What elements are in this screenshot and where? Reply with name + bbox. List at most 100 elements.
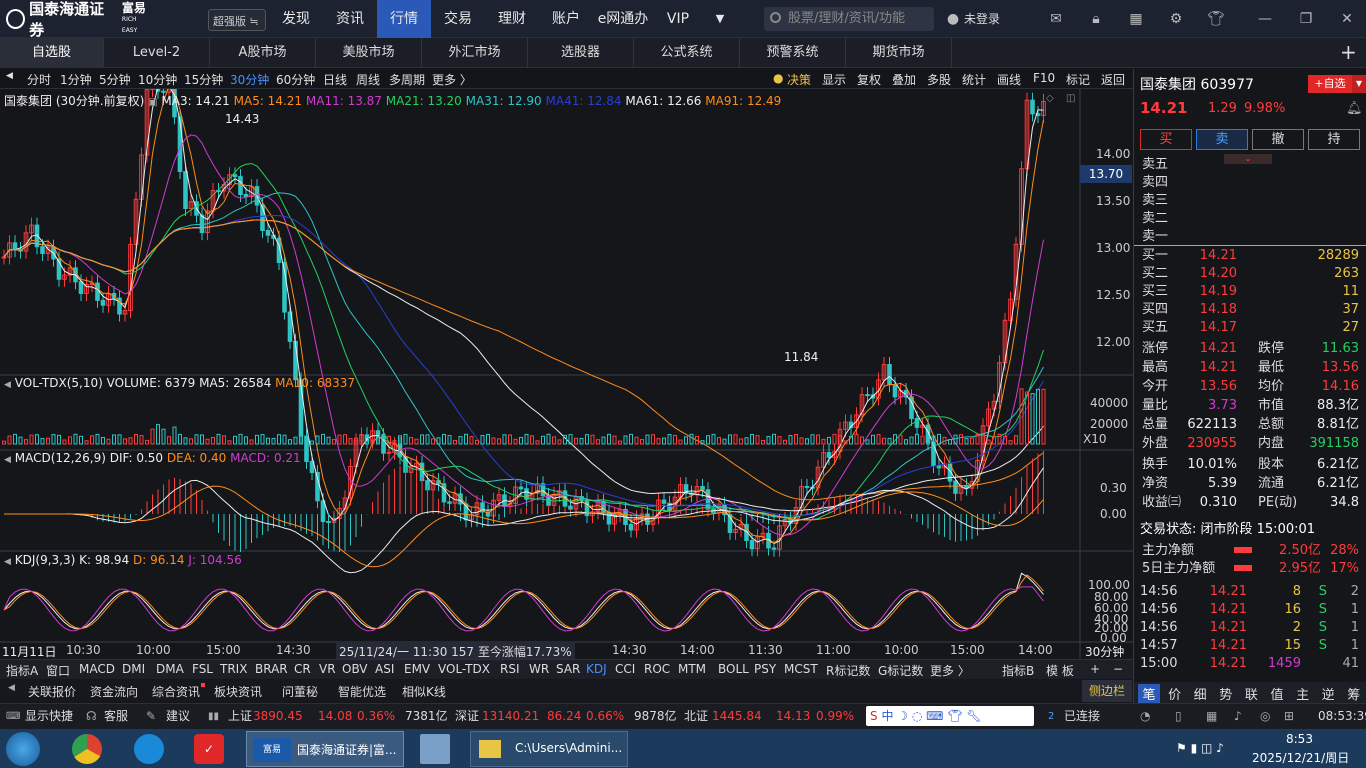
collapse-icon[interactable]: ◀ (6, 71, 13, 81)
indicator-13[interactable]: VOL-TDX (438, 662, 490, 676)
indicator-4[interactable]: DMA (156, 662, 184, 676)
collapse-icon[interactable]: ◀ (8, 683, 15, 693)
period-5m[interactable]: 5分钟 (99, 73, 131, 87)
period-week[interactable]: 周线 (356, 73, 381, 87)
indicator-6[interactable]: TRIX (220, 662, 248, 676)
indicator-15[interactable]: WR (529, 662, 550, 676)
indicator-8[interactable]: CR (294, 662, 311, 676)
keyboard-icon[interactable]: ⌨ (6, 711, 21, 722)
indicator-14[interactable]: RSI (500, 662, 520, 676)
collapse-icon[interactable]: ◀ (4, 557, 11, 567)
network-icon[interactable] (420, 734, 450, 764)
tool-multi-stock[interactable]: 多股 (927, 73, 952, 87)
indicator-25[interactable]: G标记数 (878, 664, 924, 678)
panel-ask-secretary[interactable]: 问董秘 (282, 685, 319, 699)
sz-index-name[interactable]: 深证 (455, 709, 480, 723)
panel-similar-kline[interactable]: 相似K线 (402, 685, 446, 699)
tab-forex[interactable]: 外汇市场 (422, 38, 528, 68)
indicator-1[interactable]: 窗口 (46, 664, 71, 678)
panel-news[interactable]: 综合资讯 (152, 685, 201, 699)
panel-sector-news[interactable]: 板块资讯 (214, 685, 263, 699)
kline-chart[interactable] (0, 89, 1133, 659)
nav-wealth[interactable]: 理财 (498, 11, 526, 27)
add-watchlist-button[interactable]: +自选 (1308, 75, 1352, 93)
tray-icons[interactable]: ⚑ ▮ ◫ ♪ (1176, 741, 1224, 755)
bell-icon[interactable]: 🔔︎ (1346, 101, 1363, 116)
nav-e-service[interactable]: e网通办 (597, 11, 649, 27)
nav-vip[interactable]: VIP (666, 11, 690, 27)
diamond-icon[interactable]: ◇ (1046, 93, 1054, 104)
tab-level2[interactable]: Level-2 (104, 38, 210, 68)
indicator-28[interactable]: 模 板 (1046, 664, 1074, 678)
nav-account[interactable]: 账户 (552, 11, 580, 27)
search-input[interactable]: 股票/理财/资讯/功能 (764, 7, 934, 31)
period-1m[interactable]: 1分钟 (60, 73, 92, 87)
indicator-21[interactable]: BOLL (718, 662, 749, 676)
indicator-26[interactable]: 更多 〉 (930, 664, 970, 678)
right-tab-6[interactable]: 主 (1296, 688, 1310, 703)
buy-button[interactable]: 买 (1140, 129, 1192, 150)
settings-icon[interactable]: ⊞ (1284, 709, 1295, 723)
skin-icon[interactable]: 👕︎ (1207, 11, 1225, 27)
period-more[interactable]: 更多 〉 (432, 73, 472, 87)
add-tab-button[interactable]: + (1340, 40, 1357, 64)
ime-toolbar[interactable]: S 中 ☽ ◌ ⌨ 👕︎ 🔧︎ (866, 706, 1034, 726)
period-15m[interactable]: 15分钟 (184, 73, 224, 87)
nav-trade[interactable]: 交易 (444, 11, 472, 27)
start-button-icon[interactable] (6, 732, 40, 766)
indicator-20[interactable]: MTM (678, 662, 707, 676)
taskbar-app-main[interactable]: 富易 国泰海通证券|富... (246, 731, 404, 767)
bz-index-name[interactable]: 北证 (684, 709, 709, 723)
tab-alert[interactable]: 预警系统 (740, 38, 846, 68)
tab-stock-picker[interactable]: 选股器 (528, 38, 634, 68)
indicator-5[interactable]: FSL (192, 662, 213, 676)
quick-display[interactable]: 显示快捷 (25, 709, 74, 723)
nav-news[interactable]: 资讯 (336, 11, 364, 27)
tab-a-share[interactable]: A股市场 (210, 38, 316, 68)
indicator-29[interactable]: + (1090, 662, 1101, 676)
indicator-9[interactable]: VR (319, 662, 336, 676)
expand-orderbook-icon[interactable]: ⌄ (1224, 154, 1272, 164)
tool-f10[interactable]: F10 (1033, 71, 1056, 85)
right-tab-5[interactable]: 值 (1270, 688, 1284, 703)
indicator-10[interactable]: OBV (342, 662, 368, 676)
tool-back[interactable]: 返回 (1101, 73, 1126, 87)
collapse-icon[interactable]: ◀ (4, 380, 11, 390)
panel-fund-flow[interactable]: 资金流向 (90, 685, 139, 699)
indicator-3[interactable]: DMI (122, 662, 146, 676)
gear-icon[interactable]: ⚙ (1169, 11, 1183, 27)
holdings-button[interactable]: 持 (1308, 129, 1360, 150)
right-tab-7[interactable]: 逆 (1321, 688, 1335, 703)
mail-icon[interactable]: ✉ (1050, 11, 1062, 27)
nav-discover[interactable]: 发现 (282, 11, 310, 27)
period-10m[interactable]: 10分钟 (138, 73, 178, 87)
indicator-2[interactable]: MACD (79, 662, 115, 676)
indicator-27[interactable]: 指标B (1002, 664, 1035, 678)
edge-icon[interactable] (134, 734, 164, 764)
sh-index-name[interactable]: 上证 (228, 709, 253, 723)
expand-icon[interactable]: ◫ (1066, 93, 1076, 104)
tool-decision[interactable]: 决策 (787, 73, 812, 87)
indicator-11[interactable]: ASI (375, 662, 395, 676)
indicator-12[interactable]: EMV (404, 662, 431, 676)
broker-app-icon[interactable]: ✓ (194, 734, 224, 764)
period-fenshi[interactable]: 分时 (27, 73, 52, 87)
tool-stats[interactable]: 统计 (962, 73, 987, 87)
tab-formula[interactable]: 公式系统 (634, 38, 740, 68)
tool-overlay[interactable]: 叠加 (892, 73, 917, 87)
nav-more-chevron-icon[interactable]: ▼ (715, 12, 725, 25)
indicator-18[interactable]: CCI (615, 662, 636, 676)
sidebar-toggle-button[interactable]: 侧边栏 (1082, 680, 1132, 702)
grid-icon[interactable]: ▦ (1206, 709, 1218, 723)
right-tab-3[interactable]: 势 (1219, 688, 1233, 703)
tool-display[interactable]: 显示 (822, 73, 847, 87)
indicator-23[interactable]: MCST (784, 662, 818, 676)
tool-mark[interactable]: 标记 (1066, 73, 1091, 87)
grid-icon[interactable]: ▦ (1129, 11, 1143, 27)
taskbar-explorer[interactable]: C:\Users\Admini... (470, 731, 628, 767)
right-tab-0[interactable]: 笔 (1138, 684, 1160, 703)
chrome-icon[interactable] (72, 734, 102, 764)
tool-draw[interactable]: 画线 (997, 73, 1022, 87)
tab-futures[interactable]: 期货市场 (846, 38, 952, 68)
right-tab-8[interactable]: 筹 (1347, 688, 1361, 703)
